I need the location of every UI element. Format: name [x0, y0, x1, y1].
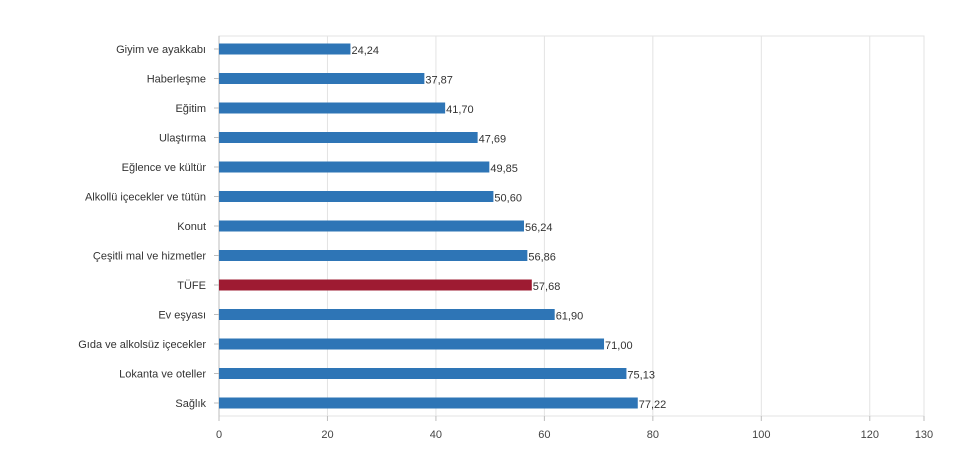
- category-label: Ulaştırma: [159, 133, 207, 145]
- data-label: 37,87: [425, 75, 453, 87]
- x-tick-label: 80: [647, 429, 659, 441]
- category-label: Ev eşyası: [158, 310, 206, 322]
- data-label: 41,70: [446, 104, 474, 116]
- x-tick-label: 120: [861, 429, 879, 441]
- bar: [219, 73, 425, 84]
- data-label: 75,13: [627, 370, 655, 382]
- category-label: Çeşitli mal ve hizmetler: [93, 251, 206, 263]
- bar: [219, 220, 524, 232]
- data-label: 56,24: [525, 222, 553, 234]
- bar: [219, 43, 351, 55]
- x-tick-label: 0: [216, 429, 222, 441]
- data-label: 24,24: [351, 45, 379, 57]
- data-label: 57,68: [533, 281, 561, 293]
- bar: [219, 132, 478, 143]
- bar: [219, 368, 627, 379]
- bar: [219, 191, 494, 202]
- category-label: Konut: [177, 221, 206, 233]
- category-label: Eğitim: [175, 103, 206, 115]
- x-tick-label: 100: [752, 429, 770, 441]
- x-tick-label: 20: [321, 429, 333, 441]
- category-label: Haberleşme: [147, 74, 206, 86]
- data-label: 50,60: [494, 193, 522, 205]
- bar: [219, 250, 528, 261]
- data-label: 61,90: [556, 311, 584, 323]
- category-label: Gıda ve alkolsüz içecekler: [78, 339, 206, 351]
- data-label: 77,22: [639, 399, 667, 411]
- x-tick-label: 40: [430, 429, 442, 441]
- category-label: Giyim ve ayakkabı: [116, 44, 206, 56]
- x-tick-label: 60: [538, 429, 550, 441]
- category-label: Sağlık: [175, 398, 206, 410]
- data-label: 47,69: [479, 134, 507, 146]
- bar: [219, 161, 490, 173]
- category-label: Eğlence ve kültür: [122, 162, 207, 174]
- category-label: Alkollü içecekler ve tütün: [85, 192, 206, 204]
- bar: [219, 397, 638, 409]
- category-label: Lokanta ve oteller: [119, 369, 206, 381]
- data-label: 49,85: [490, 163, 518, 175]
- bar: [219, 279, 532, 291]
- data-label: 71,00: [605, 340, 633, 352]
- category-label: TÜFE: [177, 280, 206, 292]
- bar: [219, 338, 605, 350]
- data-label: 56,86: [528, 252, 556, 264]
- x-tick-label: 130: [915, 429, 933, 441]
- bar: [219, 309, 555, 320]
- bar: [219, 102, 446, 114]
